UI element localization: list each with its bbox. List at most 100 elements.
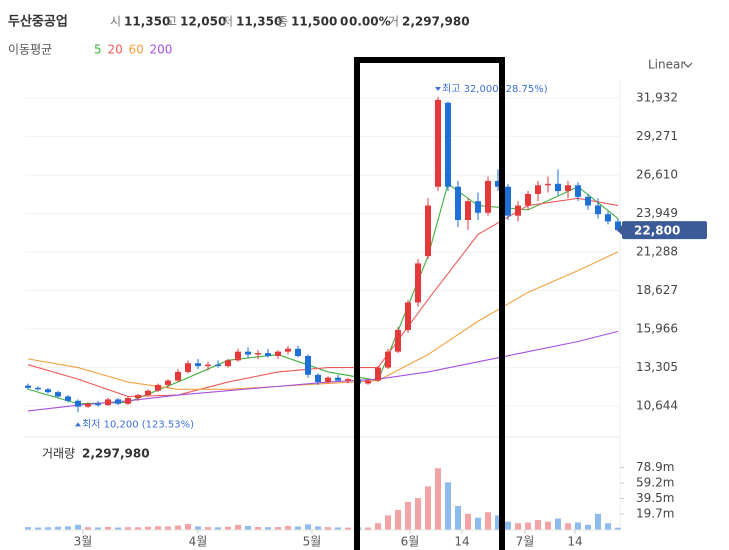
candle-body bbox=[485, 180, 491, 213]
candle-body bbox=[125, 397, 131, 404]
max-annotation: 최고 32,000 (28.75%) bbox=[442, 83, 548, 95]
candle-body bbox=[345, 379, 351, 381]
candle-body bbox=[505, 186, 511, 216]
candle-body bbox=[295, 348, 301, 356]
x-tick-label: 7월 bbox=[516, 535, 535, 549]
candle-body bbox=[415, 263, 421, 303]
volume-bar bbox=[255, 526, 261, 530]
x-tick-label: 6월 bbox=[401, 535, 420, 549]
candle-body bbox=[375, 367, 381, 381]
volume-bar bbox=[75, 524, 81, 530]
volume-bar bbox=[475, 517, 481, 530]
volume-bar bbox=[595, 513, 601, 530]
volume-bar bbox=[575, 522, 581, 530]
volume-bar bbox=[215, 527, 221, 530]
candle-body bbox=[175, 371, 181, 381]
volume-bar bbox=[305, 524, 311, 530]
candle-body bbox=[385, 351, 391, 368]
close-label: 종 bbox=[277, 15, 288, 29]
volume-bar bbox=[245, 525, 251, 530]
candle-body bbox=[65, 396, 71, 401]
x-tick-label: 3월 bbox=[74, 535, 93, 549]
legend-entry: 20 bbox=[108, 43, 123, 57]
min-annotation: 최저 10,200 (123.53%) bbox=[82, 418, 194, 430]
candle-body bbox=[225, 360, 231, 367]
candle-body bbox=[135, 395, 141, 398]
low-label: 저 bbox=[222, 15, 233, 29]
volume-label: 거 bbox=[388, 15, 399, 29]
volume-title: 거래량 bbox=[42, 447, 75, 461]
plot-area: 10,644 13,305 15,966 18,627 21,288 23,949 26,6… bbox=[25, 43, 707, 549]
dropdown-icon[interactable] bbox=[683, 62, 693, 68]
volume-bar bbox=[605, 523, 611, 530]
candle-body bbox=[145, 390, 151, 396]
high-value: 12,050 bbox=[180, 15, 226, 29]
candle-body bbox=[325, 377, 331, 383]
x-tick-label: 5월 bbox=[303, 535, 322, 549]
volume-bar bbox=[315, 526, 321, 530]
last-price-arrow bbox=[617, 225, 622, 236]
legend-entry: 200 bbox=[150, 43, 173, 57]
volume-bar bbox=[45, 527, 51, 530]
candle-body bbox=[595, 205, 601, 215]
candle-body bbox=[75, 400, 81, 407]
last-price-label: 22,800 bbox=[634, 224, 680, 238]
candle-body bbox=[305, 355, 311, 375]
candle-body bbox=[215, 364, 221, 367]
min-marker bbox=[75, 422, 81, 427]
ma-title: 이동평균 bbox=[8, 43, 52, 57]
volume-bar bbox=[165, 526, 171, 530]
volume-bar bbox=[295, 526, 301, 530]
volume-bar bbox=[335, 527, 341, 530]
candle-body bbox=[95, 403, 101, 406]
candle-body bbox=[25, 385, 31, 388]
highlight-box bbox=[354, 57, 505, 550]
moving-average-line bbox=[27, 251, 619, 390]
volume-bar bbox=[455, 505, 461, 530]
volume-bar bbox=[585, 524, 591, 530]
volume-bar bbox=[35, 527, 41, 530]
candle-body bbox=[515, 205, 521, 216]
moving-average-line bbox=[27, 330, 619, 412]
volume-bar bbox=[435, 468, 441, 530]
scale-mode[interactable]: Linear bbox=[648, 58, 685, 72]
volume-bar bbox=[25, 527, 31, 530]
candle-body bbox=[105, 399, 111, 406]
volume-bar bbox=[485, 512, 491, 530]
volume-bar bbox=[415, 498, 421, 530]
candle-body bbox=[545, 183, 551, 186]
candle-body bbox=[555, 183, 561, 192]
candle-body bbox=[445, 102, 451, 187]
volume-bar bbox=[145, 526, 151, 530]
candle-body bbox=[195, 363, 201, 367]
candle-body bbox=[585, 196, 591, 206]
volume-bar bbox=[265, 527, 271, 530]
volume-bar bbox=[155, 526, 161, 530]
volume-bar bbox=[445, 482, 451, 530]
candle-body bbox=[265, 353, 271, 356]
candle-body bbox=[435, 99, 441, 187]
volume-tick-label: 39.5m bbox=[636, 491, 674, 505]
candle-body bbox=[315, 374, 321, 383]
volume-bar bbox=[515, 523, 521, 530]
candle-body bbox=[285, 348, 291, 352]
low-value: 11,350 bbox=[236, 15, 282, 29]
open-label: 시 bbox=[110, 15, 121, 29]
volume-bar bbox=[235, 524, 241, 530]
candle-body bbox=[185, 363, 191, 372]
y-tick-label: 13,305 bbox=[636, 360, 678, 374]
volume-bar bbox=[535, 520, 541, 530]
volume-tick-label: 59.2m bbox=[636, 476, 674, 490]
close-value: 11,500 bbox=[291, 15, 337, 29]
candle-body bbox=[165, 380, 171, 385]
volume-value: 2,297,980 bbox=[402, 15, 470, 29]
volume-bar bbox=[275, 527, 281, 530]
y-tick-label: 21,288 bbox=[636, 244, 678, 258]
open-value: 11,350 bbox=[124, 15, 170, 29]
candle-body bbox=[605, 214, 611, 222]
volume-bar bbox=[95, 527, 101, 530]
y-tick-label: 26,610 bbox=[636, 167, 678, 181]
volume-bar bbox=[125, 527, 131, 530]
change-pct: 0.00% bbox=[349, 15, 391, 29]
